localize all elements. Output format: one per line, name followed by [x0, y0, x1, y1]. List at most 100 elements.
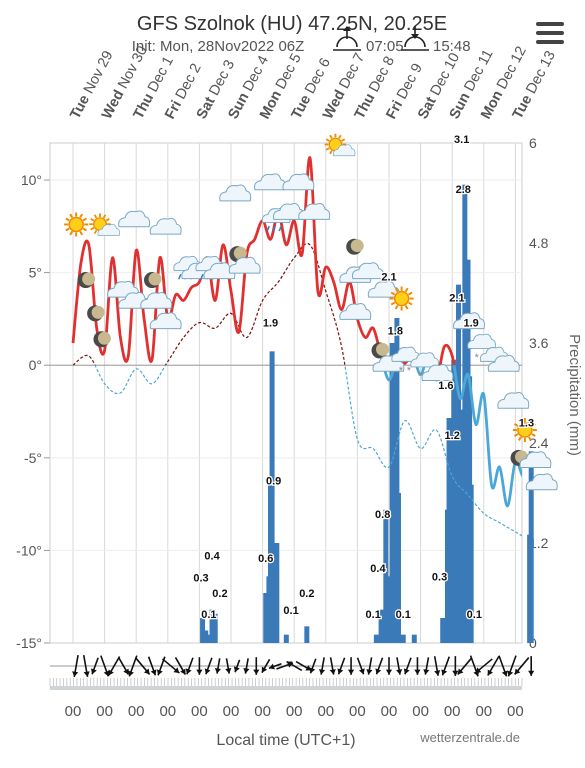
cloud-icon — [487, 354, 520, 372]
y-tick-label: 5° — [29, 265, 42, 281]
precip-bar — [274, 543, 280, 643]
cloud-icon — [149, 217, 182, 235]
dewpoint-line-cold — [73, 365, 522, 537]
wind-arrow — [318, 657, 326, 675]
precip-bar — [283, 634, 289, 643]
precip-bar — [200, 618, 206, 643]
wind-arrow — [233, 659, 241, 673]
cloud-snow-icon: ** — [391, 346, 421, 377]
wind-arrow — [385, 657, 393, 675]
precip-bar — [389, 343, 395, 643]
precip-bar — [212, 613, 218, 643]
time-tick-label: 00 — [317, 703, 334, 720]
sun-cloud-icon — [89, 213, 120, 236]
wind-arrow — [514, 657, 530, 675]
wind-arrow — [337, 657, 346, 675]
time-tick-label: 00 — [254, 703, 271, 720]
wind-arrow — [423, 657, 430, 675]
moon-icon — [93, 331, 111, 348]
sun-icon — [512, 418, 537, 443]
wind-arrow — [107, 656, 121, 676]
precip-value-label: 1.2 — [445, 430, 460, 442]
wind-arrow — [162, 658, 180, 674]
wind-arrow — [498, 655, 508, 677]
cloud-icon — [453, 312, 485, 330]
time-tick-label: 00 — [412, 703, 429, 720]
precip-value-label: 2.8 — [456, 184, 471, 196]
precip-bar — [400, 634, 406, 643]
wind-arrow — [347, 657, 355, 675]
sun-icon — [64, 212, 89, 237]
precip-value-label: 0.6 — [258, 553, 273, 565]
y2-tick-label: 4.8 — [529, 235, 549, 251]
precip-bar — [467, 376, 473, 643]
cloud-icon — [298, 203, 331, 220]
sun-icon — [389, 286, 414, 311]
cloud-icon — [254, 173, 286, 191]
precip-bar — [304, 626, 310, 643]
y-tick-label: 10° — [21, 172, 42, 188]
precip-axis-label: Precipitation (mm) — [566, 334, 583, 456]
wind-arrow — [82, 655, 90, 677]
precip-bar — [462, 184, 468, 643]
precip-value-label: 1.3 — [519, 417, 534, 429]
wind-arrow — [414, 657, 421, 675]
precip-bar — [386, 576, 392, 643]
cloud-icon — [140, 291, 173, 309]
svg-text:*: * — [475, 352, 480, 364]
cloud-icon — [118, 210, 151, 228]
precip-bar — [446, 418, 452, 643]
moon-icon — [346, 238, 364, 255]
precip-value-label: 3.1 — [454, 134, 469, 146]
wind-arrow — [196, 657, 203, 675]
precip-bar — [266, 576, 272, 643]
wind-arrow — [474, 658, 493, 674]
precip-bars — [200, 184, 534, 643]
y-tick-label: -5° — [24, 450, 42, 466]
time-tick-label: 00 — [444, 703, 461, 720]
precip-bar — [459, 409, 465, 643]
wind-arrow — [268, 662, 282, 670]
wind-arrow — [329, 657, 336, 675]
time-bar — [50, 686, 522, 690]
precip-bar — [378, 609, 384, 643]
hamburger-menu-icon[interactable] — [536, 22, 564, 46]
precip-bar — [440, 618, 446, 643]
wind-arrow — [185, 657, 194, 675]
cloud-icon — [497, 391, 530, 409]
precip-bar — [383, 509, 389, 643]
moon-icon — [371, 342, 390, 359]
precip-bar — [456, 284, 462, 643]
precip-value-label: 0.1 — [467, 609, 482, 621]
wind-arrows — [49, 655, 535, 690]
y-tick-label: 0° — [29, 357, 42, 373]
bottom-ticks: 00 00 00 00 00 00 00 00 00 00 00 00 00 00 00 — [65, 703, 524, 720]
wind-arrow — [134, 657, 151, 675]
sun-cloud-icon — [324, 133, 356, 157]
precip-bar — [209, 609, 215, 643]
wind-arrow — [243, 658, 250, 674]
precip-value-label: 0.1 — [283, 605, 298, 617]
time-tick-label: 00 — [475, 703, 492, 720]
y-tick-label: -10° — [16, 542, 42, 558]
wind-arrow — [403, 657, 412, 675]
precip-value-label: 0.1 — [366, 609, 381, 621]
precip-value-label: 1.8 — [388, 326, 403, 338]
cloud-icon — [525, 473, 558, 491]
wind-arrow — [366, 657, 373, 675]
cloud-icon — [352, 262, 384, 280]
sunset-time: 15:48 — [433, 38, 471, 55]
wind-arrow — [309, 658, 317, 674]
wind-arrow — [356, 657, 365, 675]
moon-icon — [144, 272, 162, 289]
time-tick-label: 00 — [96, 703, 113, 720]
wind-arrow — [204, 657, 213, 675]
y2-tick-label: 6 — [529, 135, 537, 151]
time-tick-label: 00 — [286, 703, 303, 720]
x-axis-label: Local time (UTC+1) — [216, 732, 355, 749]
sunrise-time: 07:05 — [366, 38, 404, 55]
precip-value-label: 1.9 — [464, 317, 479, 329]
wind-arrow — [457, 657, 473, 675]
temperature-line-warm — [71, 156, 456, 366]
precip-value-label: 0.3 — [193, 572, 208, 584]
